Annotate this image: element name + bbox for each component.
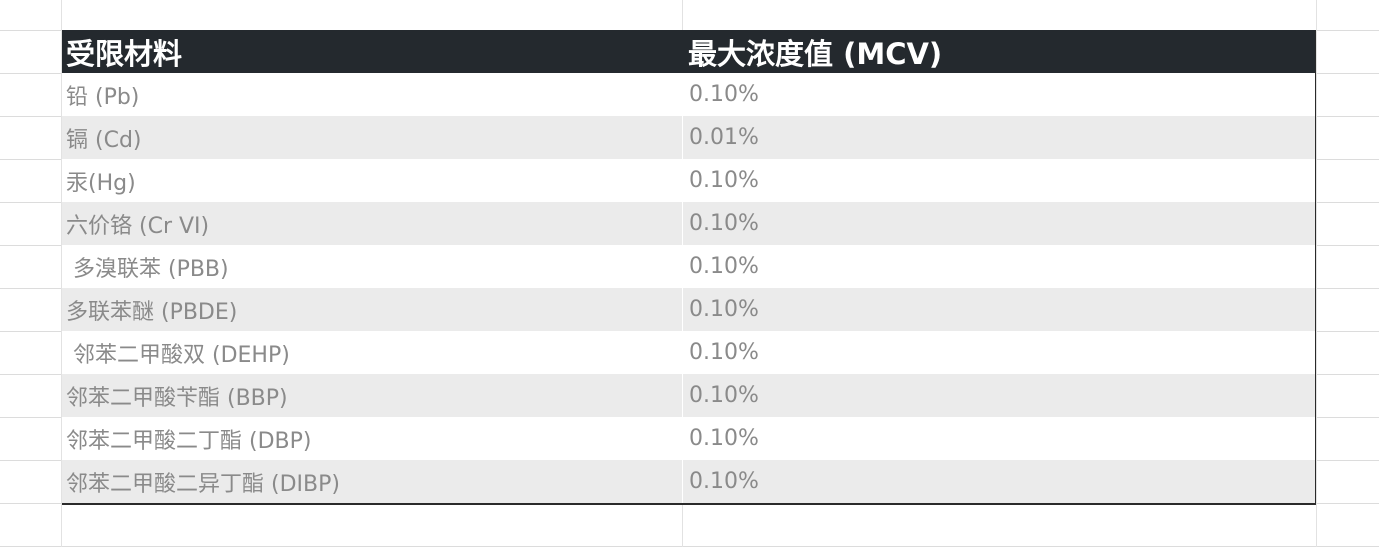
table-row: 邻苯二甲酸二异丁酯 (DIBP) 0.10% <box>62 460 1316 505</box>
material-cell[interactable]: 邻苯二甲酸苄酯 (BBP) <box>66 385 288 411</box>
mcv-cell[interactable]: 0.01% <box>682 116 1316 159</box>
mcv-cell[interactable]: 0.10% <box>682 159 1316 202</box>
header-cell-mcv[interactable]: 最大浓度值 (MCV) <box>688 36 943 71</box>
table-row: 多联苯醚 (PBDE) 0.10% <box>62 288 1316 331</box>
material-cell[interactable]: 邻苯二甲酸二丁酯 (DBP) <box>66 428 312 454</box>
table-row: 镉 (Cd) 0.01% <box>62 116 1316 159</box>
grid-col-line <box>1316 0 1317 547</box>
table-row: 汞(Hg) 0.10% <box>62 159 1316 202</box>
mcv-cell[interactable]: 0.10% <box>682 73 1316 116</box>
table-row: 铅 (Pb) 0.10% <box>62 73 1316 116</box>
material-cell[interactable]: 邻苯二甲酸二异丁酯 (DIBP) <box>66 471 340 497</box>
table-row: 多溴联苯 (PBB) 0.10% <box>62 245 1316 288</box>
mcv-cell[interactable]: 0.10% <box>682 460 1316 503</box>
mcv-cell[interactable]: 0.10% <box>682 374 1316 417</box>
mcv-cell[interactable]: 0.10% <box>682 202 1316 245</box>
mcv-cell[interactable]: 0.10% <box>682 417 1316 460</box>
table-row: 邻苯二甲酸苄酯 (BBP) 0.10% <box>62 374 1316 417</box>
grid-col-line <box>61 0 62 547</box>
mcv-cell[interactable]: 0.10% <box>682 288 1316 331</box>
header-cell-material[interactable]: 受限材料 <box>66 36 183 71</box>
material-cell[interactable]: 多溴联苯 (PBB) <box>66 256 229 282</box>
table-header-row: 受限材料 最大浓度值 (MCV) <box>62 30 1316 73</box>
table-body: 铅 (Pb) 0.10% 镉 (Cd) 0.01% 汞(Hg) 0.10% 六价… <box>62 73 1316 505</box>
mcv-cell[interactable]: 0.10% <box>682 331 1316 374</box>
material-cell[interactable]: 铅 (Pb) <box>66 84 140 110</box>
table-row: 邻苯二甲酸双 (DEHP) 0.10% <box>62 331 1316 374</box>
restricted-materials-table: 受限材料 最大浓度值 (MCV) 铅 (Pb) 0.10% 镉 (Cd) 0.0… <box>62 30 1316 505</box>
material-cell[interactable]: 邻苯二甲酸双 (DEHP) <box>66 342 290 368</box>
mcv-cell[interactable]: 0.10% <box>682 245 1316 288</box>
material-cell[interactable]: 镉 (Cd) <box>66 127 142 153</box>
material-cell[interactable]: 多联苯醚 (PBDE) <box>66 299 238 325</box>
material-cell[interactable]: 六价铬 (Cr VI) <box>66 213 210 239</box>
table-row: 六价铬 (Cr VI) 0.10% <box>62 202 1316 245</box>
table-row: 邻苯二甲酸二丁酯 (DBP) 0.10% <box>62 417 1316 460</box>
material-cell[interactable]: 汞(Hg) <box>66 170 136 196</box>
